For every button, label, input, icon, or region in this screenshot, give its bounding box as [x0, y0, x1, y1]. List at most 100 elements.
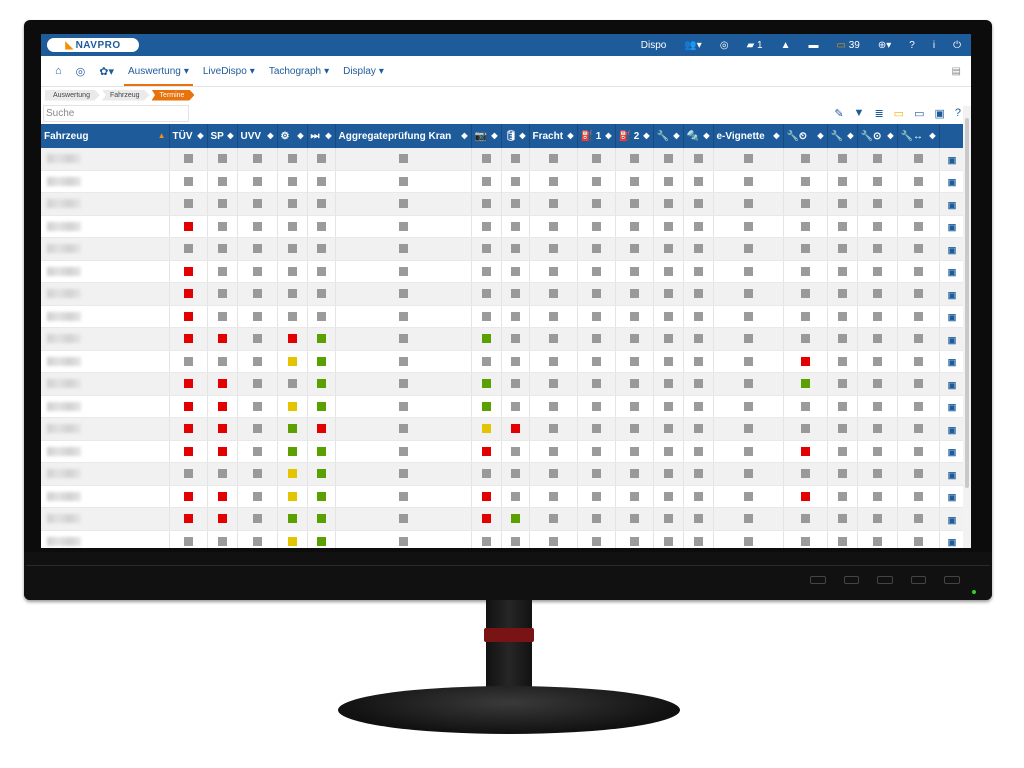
status-cell[interactable] — [577, 485, 616, 508]
status-cell[interactable] — [783, 327, 828, 351]
status-cell[interactable] — [207, 170, 238, 193]
status-cell[interactable] — [683, 148, 714, 171]
status-cell[interactable] — [897, 530, 940, 548]
status-cell[interactable] — [827, 485, 858, 508]
status-cell[interactable] — [169, 530, 208, 548]
breadcrumb-item[interactable]: Auswertung — [45, 89, 100, 101]
status-cell[interactable] — [577, 148, 616, 171]
table-row[interactable]: ▣ — [41, 192, 963, 216]
status-cell[interactable] — [277, 372, 308, 396]
bus-icon[interactable]: ▣ — [947, 289, 957, 300]
status-cell[interactable] — [169, 462, 208, 486]
status-cell[interactable] — [615, 237, 654, 261]
status-cell[interactable] — [897, 305, 940, 328]
status-cell[interactable] — [207, 215, 238, 238]
status-cell[interactable] — [307, 148, 336, 171]
status-cell[interactable] — [335, 148, 472, 171]
status-cell[interactable] — [615, 192, 654, 216]
status-cell[interactable] — [713, 440, 784, 463]
target-icon[interactable]: ◎ — [75, 65, 86, 78]
table-row[interactable]: ▣ — [41, 148, 963, 171]
status-cell[interactable] — [897, 417, 940, 441]
status-cell[interactable] — [501, 192, 530, 216]
status-cell[interactable] — [501, 260, 530, 283]
column-header[interactable]: UVV ◆ — [237, 124, 278, 148]
column-header-fahrzeug[interactable]: Fahrzeug ▲ — [41, 124, 170, 148]
status-cell[interactable] — [237, 530, 278, 548]
status-cell[interactable] — [653, 440, 684, 463]
status-cell[interactable] — [897, 170, 940, 193]
breadcrumb-item[interactable]: Fahrzeug — [101, 89, 150, 101]
status-cell[interactable] — [653, 215, 684, 238]
status-cell[interactable] — [277, 282, 308, 306]
status-cell[interactable] — [783, 215, 828, 238]
status-cell[interactable] — [277, 215, 308, 238]
status-cell[interactable] — [471, 148, 502, 171]
status-cell[interactable] — [237, 507, 278, 531]
export-icon[interactable]: ▤ — [951, 65, 961, 77]
column-header[interactable]: 📷 ◆ — [471, 124, 502, 148]
status-cell[interactable] — [615, 417, 654, 441]
status-cell[interactable] — [277, 148, 308, 171]
status-cell[interactable] — [857, 170, 898, 193]
status-cell[interactable] — [897, 507, 940, 531]
status-cell[interactable] — [307, 327, 336, 351]
status-cell[interactable] — [529, 417, 578, 441]
status-cell[interactable] — [237, 305, 278, 328]
status-cell[interactable] — [577, 462, 616, 486]
bus-icon[interactable]: ▣ — [947, 199, 957, 210]
table-row[interactable]: ▣ — [41, 507, 963, 531]
sort-icon[interactable]: ◆ — [847, 130, 854, 140]
status-cell[interactable] — [277, 192, 308, 216]
table-row[interactable]: ▣ — [41, 530, 963, 548]
status-cell[interactable] — [529, 327, 578, 351]
status-cell[interactable] — [471, 462, 502, 486]
status-cell[interactable] — [529, 148, 578, 171]
status-cell[interactable] — [653, 350, 684, 373]
status-cell[interactable] — [471, 372, 502, 396]
status-cell[interactable] — [207, 372, 238, 396]
status-cell[interactable] — [653, 530, 684, 548]
table-row[interactable]: ▣ — [41, 440, 963, 463]
menu-livedispo[interactable]: LiveDispo ▾ — [202, 65, 255, 77]
status-cell[interactable] — [307, 530, 336, 548]
edit-icon[interactable]: ✎ — [834, 107, 844, 120]
column-header[interactable]: 🔧↔ ◆ — [897, 124, 940, 148]
status-cell[interactable] — [307, 282, 336, 306]
status-cell[interactable] — [783, 282, 828, 306]
status-cell[interactable] — [683, 462, 714, 486]
sort-icon[interactable]: ◆ — [643, 130, 650, 140]
status-cell[interactable] — [335, 485, 472, 508]
status-cell[interactable] — [307, 305, 336, 328]
status-cell[interactable] — [237, 395, 278, 418]
status-cell[interactable] — [897, 372, 940, 396]
status-cell[interactable] — [653, 417, 684, 441]
status-cell[interactable] — [827, 350, 858, 373]
status-cell[interactable] — [501, 372, 530, 396]
status-cell[interactable] — [277, 440, 308, 463]
status-cell[interactable] — [713, 350, 784, 373]
status-cell[interactable] — [501, 417, 530, 441]
status-cell[interactable] — [615, 282, 654, 306]
status-cell[interactable] — [683, 485, 714, 508]
status-cell[interactable] — [615, 530, 654, 548]
column-header[interactable]: ⏭ ◆ — [307, 124, 336, 148]
status-cell[interactable] — [471, 395, 502, 418]
status-cell[interactable] — [529, 215, 578, 238]
bus-icon[interactable]: ▣ — [947, 177, 957, 188]
status-cell[interactable] — [237, 260, 278, 283]
column-header[interactable]: Fracht ◆ — [529, 124, 578, 148]
status-cell[interactable] — [827, 148, 858, 171]
status-cell[interactable] — [615, 462, 654, 486]
vehicle-detail-cell[interactable]: ▣ — [939, 148, 963, 171]
status-cell[interactable] — [713, 237, 784, 261]
status-cell[interactable] — [857, 395, 898, 418]
bus-icon[interactable]: ▣ — [947, 492, 957, 503]
status-cell[interactable] — [307, 260, 336, 283]
status-cell[interactable] — [471, 440, 502, 463]
status-cell[interactable] — [501, 170, 530, 193]
status-cell[interactable] — [783, 192, 828, 216]
status-cell[interactable] — [827, 507, 858, 531]
status-cell[interactable] — [471, 305, 502, 328]
status-cell[interactable] — [615, 260, 654, 283]
